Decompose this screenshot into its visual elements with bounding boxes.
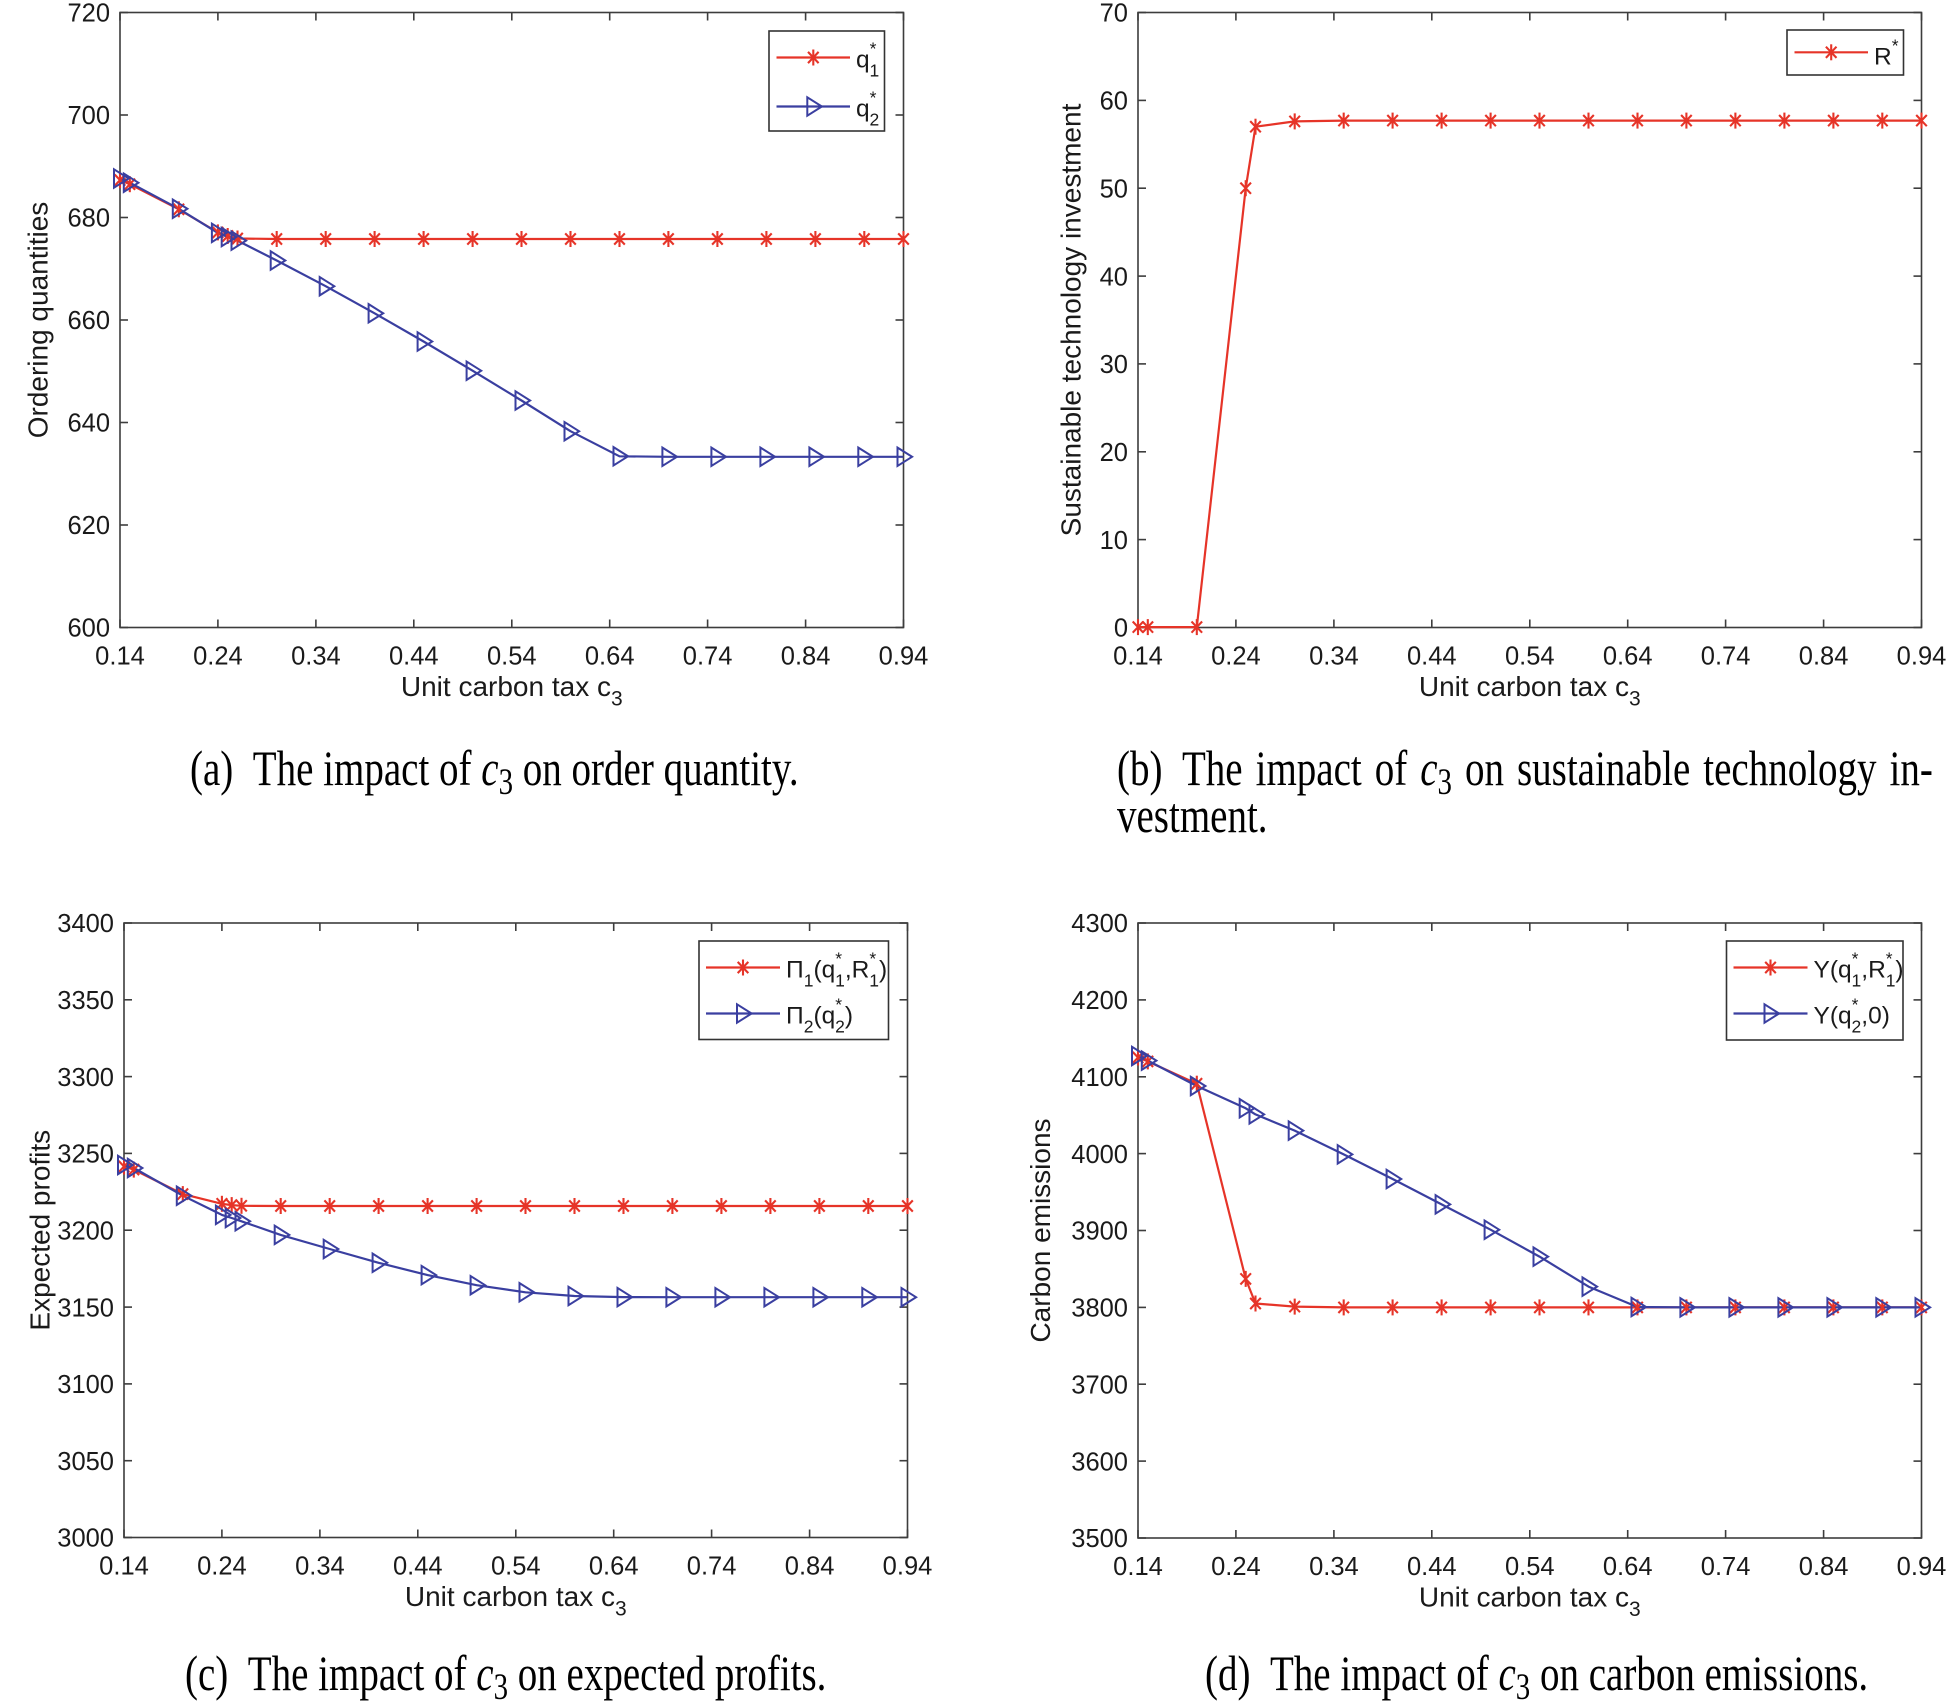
svg-text:0.34: 0.34 xyxy=(295,1553,345,1581)
svg-text:0.24: 0.24 xyxy=(1211,1553,1261,1581)
svg-text:0.74: 0.74 xyxy=(1701,643,1751,671)
svg-text:60: 60 xyxy=(1100,88,1128,116)
svg-text:0.14: 0.14 xyxy=(99,1553,149,1581)
svg-text:3800: 3800 xyxy=(1071,1295,1128,1323)
svg-text:0.94: 0.94 xyxy=(879,643,929,671)
svg-text:0.84: 0.84 xyxy=(785,1553,835,1581)
svg-text:0: 0 xyxy=(1114,615,1128,643)
svg-text:10: 10 xyxy=(1100,527,1128,555)
svg-text:0.34: 0.34 xyxy=(1309,1553,1359,1581)
svg-text:50: 50 xyxy=(1100,175,1128,203)
svg-text:4100: 4100 xyxy=(1071,1064,1128,1092)
svg-text:0.44: 0.44 xyxy=(389,643,439,671)
svg-text:3900: 3900 xyxy=(1071,1218,1128,1246)
svg-text:4200: 4200 xyxy=(1071,987,1128,1015)
svg-text:0.14: 0.14 xyxy=(1113,1553,1163,1581)
svg-text:620: 620 xyxy=(67,512,110,540)
svg-text:0.64: 0.64 xyxy=(589,1553,639,1581)
svg-text:Expected profits: Expected profits xyxy=(25,1130,56,1331)
svg-text:0.74: 0.74 xyxy=(687,1553,737,1581)
svg-text:3150: 3150 xyxy=(57,1294,114,1322)
svg-text:3500: 3500 xyxy=(1071,1525,1128,1553)
svg-text:720: 720 xyxy=(67,0,110,28)
svg-text:0.64: 0.64 xyxy=(1603,1553,1653,1581)
svg-text:0.64: 0.64 xyxy=(1603,643,1653,671)
svg-text:0.94: 0.94 xyxy=(1897,643,1947,671)
svg-text:640: 640 xyxy=(67,410,110,438)
svg-text:0.24: 0.24 xyxy=(193,643,243,671)
svg-text:70: 70 xyxy=(1100,0,1128,28)
svg-text:0.84: 0.84 xyxy=(1799,643,1849,671)
svg-text:q*1: q* 1 xyxy=(856,39,879,81)
svg-text:680: 680 xyxy=(67,205,110,233)
svg-text:Unit carbon tax c3: Unit carbon tax c3 xyxy=(401,671,623,711)
svg-text:0.24: 0.24 xyxy=(197,1553,247,1581)
svg-text:q*2: q* 2 xyxy=(856,88,879,130)
svg-text:0.44: 0.44 xyxy=(1407,1553,1457,1581)
svg-text:0.74: 0.74 xyxy=(1701,1553,1751,1581)
svg-text:0.24: 0.24 xyxy=(1211,643,1261,671)
svg-text:0.54: 0.54 xyxy=(491,1553,541,1581)
svg-text:Unit carbon tax c3: Unit carbon tax c3 xyxy=(1419,671,1641,711)
svg-text:3700: 3700 xyxy=(1071,1372,1128,1400)
svg-text:0.44: 0.44 xyxy=(1407,643,1457,671)
svg-text:3100: 3100 xyxy=(57,1371,114,1399)
svg-text:Ordering quantities: Ordering quantities xyxy=(23,202,54,439)
svg-text:30: 30 xyxy=(1100,351,1128,379)
svg-text:0.94: 0.94 xyxy=(1897,1553,1947,1581)
svg-text:0.14: 0.14 xyxy=(95,643,145,671)
svg-text:3050: 3050 xyxy=(57,1448,114,1476)
svg-text:3400: 3400 xyxy=(57,910,114,938)
svg-text:4000: 4000 xyxy=(1071,1141,1128,1169)
svg-text:0.84: 0.84 xyxy=(781,643,831,671)
svg-text:4300: 4300 xyxy=(1071,910,1128,938)
svg-text:Unit carbon tax c3: Unit carbon tax c3 xyxy=(1419,1581,1641,1621)
svg-text:0.74: 0.74 xyxy=(683,643,733,671)
svg-text:0.44: 0.44 xyxy=(393,1553,443,1581)
svg-text:0.34: 0.34 xyxy=(1309,643,1359,671)
svg-text:3300: 3300 xyxy=(57,1064,114,1092)
svg-text:Sustainable technology investm: Sustainable technology investment xyxy=(1056,103,1087,536)
svg-text:0.54: 0.54 xyxy=(1505,643,1555,671)
svg-text:0.84: 0.84 xyxy=(1799,1553,1849,1581)
svg-text:0.14: 0.14 xyxy=(1113,643,1163,671)
svg-text:Unit carbon tax c3: Unit carbon tax c3 xyxy=(405,1581,627,1621)
svg-text:0.54: 0.54 xyxy=(487,643,537,671)
svg-text:3600: 3600 xyxy=(1071,1448,1128,1476)
svg-text:40: 40 xyxy=(1100,263,1128,291)
svg-text:600: 600 xyxy=(67,615,110,643)
svg-text:Carbon emissions: Carbon emissions xyxy=(1025,1118,1056,1342)
svg-text:3000: 3000 xyxy=(57,1525,114,1553)
svg-text:0.94: 0.94 xyxy=(883,1553,933,1581)
svg-text:700: 700 xyxy=(67,102,110,130)
svg-text:3350: 3350 xyxy=(57,987,114,1015)
svg-text:3250: 3250 xyxy=(57,1141,114,1169)
svg-text:3200: 3200 xyxy=(57,1218,114,1246)
svg-text:20: 20 xyxy=(1100,439,1128,467)
svg-text:0.54: 0.54 xyxy=(1505,1553,1555,1581)
svg-text:660: 660 xyxy=(67,307,110,335)
svg-text:0.34: 0.34 xyxy=(291,643,341,671)
svg-text:0.64: 0.64 xyxy=(585,643,635,671)
